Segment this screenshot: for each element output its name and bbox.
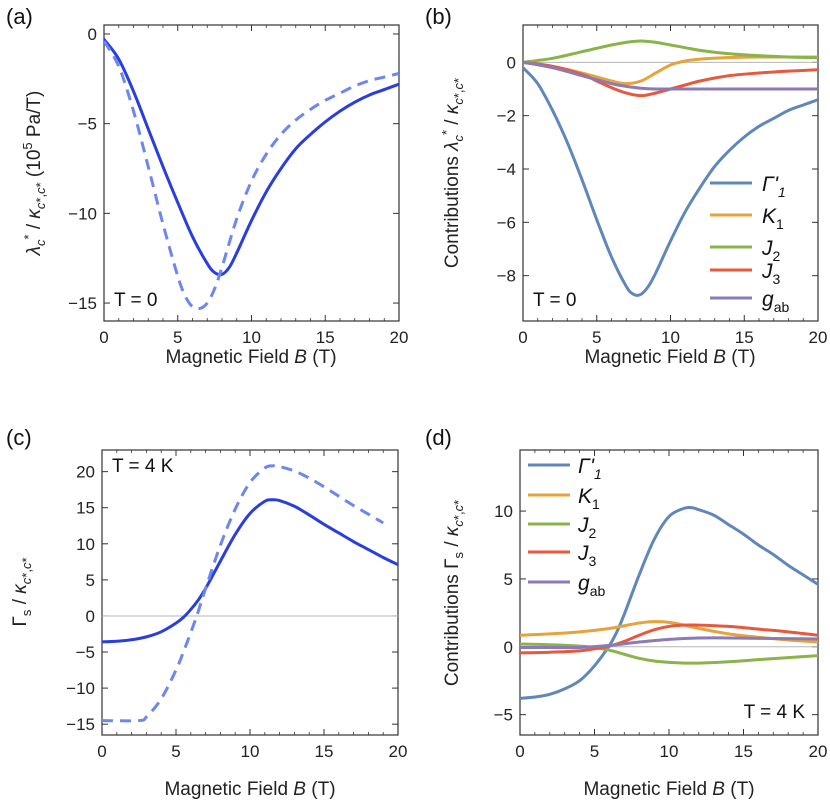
y-tick-label: −10: [66, 679, 95, 698]
series-J2: [523, 39, 818, 64]
x-tick-label: 10: [242, 328, 261, 347]
series-J3: [523, 60, 818, 98]
series-solid: [102, 498, 398, 644]
legend-label-gamma-d: Γ'1: [578, 455, 602, 482]
curves-c: [102, 464, 398, 723]
y-tick-label: 10: [76, 535, 95, 554]
x-tick-label: 15: [315, 742, 334, 761]
y-tick-label: −8: [497, 267, 516, 286]
x-tick-label: 5: [173, 328, 182, 347]
x-tick-label: 10: [241, 742, 260, 761]
curves-b: [523, 39, 818, 297]
x-axis-label-c: Magnetic Field B (T): [164, 779, 335, 800]
panel-label-b: (b): [425, 4, 452, 29]
y-tick-label: 0: [86, 607, 95, 626]
x-axis-label-d: Magnetic Field B (T): [583, 779, 754, 800]
series-Γ'1: [523, 66, 818, 297]
x-tick-label: 5: [590, 742, 599, 761]
annotation-b: T = 0: [533, 290, 576, 311]
x-axis-label-a: Magnetic Field B (T): [165, 347, 336, 368]
y-tick-label: −15: [66, 715, 95, 734]
x-tick-label: 10: [661, 328, 680, 347]
y-tick-label: 0: [504, 638, 513, 657]
y-axis-label-c: Γs / κc*,c*: [10, 557, 34, 626]
plot-frame-c: [101, 449, 399, 736]
series-dashed: [102, 464, 384, 723]
y-tick-label: 5: [504, 570, 513, 589]
y-tick-label: −4: [497, 160, 516, 179]
x-tick-label: 15: [735, 328, 754, 347]
x-tick-label: 15: [316, 328, 335, 347]
y-axis-label-b: Contributions λc* / κc*,c*: [439, 78, 466, 268]
y-tick-label: 10: [494, 502, 513, 521]
panel-label-a: (a): [6, 4, 33, 29]
x-tick-label: 10: [660, 742, 679, 761]
x-tick-label: 0: [518, 328, 527, 347]
y-tick-label: −5: [76, 643, 95, 662]
plot-frame-d: [519, 449, 819, 736]
y-tick-label: 5: [86, 571, 95, 590]
curves-d: [520, 505, 818, 700]
x-tick-label: 5: [171, 742, 180, 761]
legend-d: Γ'1 K1 J2 J3 gab: [528, 455, 605, 599]
annotation-c: T = 4 K: [112, 456, 174, 477]
curves-a: [104, 37, 399, 311]
x-tick-label: 20: [389, 742, 408, 761]
series-gab: [523, 60, 818, 91]
ticks-c: 0 5 10 15 20 20 15 10 5 0 −5 −10 −15: [66, 450, 407, 761]
legend-label-gamma-b: Γ'1: [762, 173, 786, 200]
y-tick-label: −2: [497, 107, 516, 126]
legend-label-gab-b: gab: [762, 288, 789, 315]
panel-label-c: (c): [6, 425, 32, 450]
panel-c: (c) 0 5 10 15 20 20 15 10 5 0 −5 −10 −15 T = 4 K Mag…: [6, 425, 407, 800]
annotation-a: T = 0: [114, 290, 157, 311]
x-axis-label-b: Magnetic Field B (T): [584, 347, 755, 368]
y-tick-label: −5: [494, 706, 513, 725]
legend-label-j3-d: J3: [577, 542, 597, 569]
series-dashed: [104, 40, 399, 311]
y-tick-label: 20: [76, 463, 95, 482]
x-tick-label: 0: [99, 328, 108, 347]
legend-label-k1-b: K1: [762, 205, 784, 232]
x-tick-label: 0: [515, 742, 524, 761]
legend-label-j2-d: J2: [577, 514, 597, 541]
ticks-a: 0 5 10 15 20 0 −5 −10 −15: [68, 25, 408, 347]
panel-b: (b) 0 5 10 15 20 0 −2 −4 −6 −8 T = 0 Γ'1 K1 J2 J3…: [425, 4, 827, 368]
x-tick-label: 5: [592, 328, 601, 347]
panel-label-d: (d): [425, 425, 452, 450]
y-tick-label: −5: [78, 115, 97, 134]
y-tick-label: 0: [88, 25, 97, 44]
x-tick-label: 20: [809, 742, 828, 761]
x-tick-label: 0: [97, 742, 106, 761]
annotation-d: T = 4 K: [744, 702, 806, 723]
legend-b: Γ'1 K1 J2 J3 gab: [710, 173, 789, 315]
series-gab: [520, 636, 818, 650]
y-tick-label: −10: [68, 204, 97, 223]
y-axis-label-a: λc* / κc*,c* (105 Pa/T): [20, 91, 48, 257]
ticks-b: 0 5 10 15 20 0 −2 −4 −6 −8: [497, 25, 828, 347]
series-Γ'1: [520, 505, 818, 700]
x-tick-label: 15: [734, 742, 753, 761]
y-axis-label-d: Contributions Γs / κc*,c*: [442, 500, 466, 686]
series-J3: [520, 623, 818, 655]
series-solid: [104, 37, 399, 277]
y-tick-label: 0: [507, 53, 516, 72]
y-tick-label: −6: [497, 213, 516, 232]
legend-label-gab-d: gab: [578, 572, 605, 599]
x-tick-label: 20: [809, 328, 828, 347]
panel-a: (a) 0 5 10 15 20 0 −5 −10 −15 T = 0 Magnetic Fie…: [6, 4, 408, 368]
y-tick-label: 15: [76, 499, 95, 518]
legend-label-j3-b: J3: [761, 260, 781, 287]
plot-frame-a: [103, 24, 400, 322]
x-tick-label: 20: [390, 328, 409, 347]
legend-label-k1-d: K1: [578, 485, 600, 512]
y-tick-label: −15: [68, 294, 97, 313]
